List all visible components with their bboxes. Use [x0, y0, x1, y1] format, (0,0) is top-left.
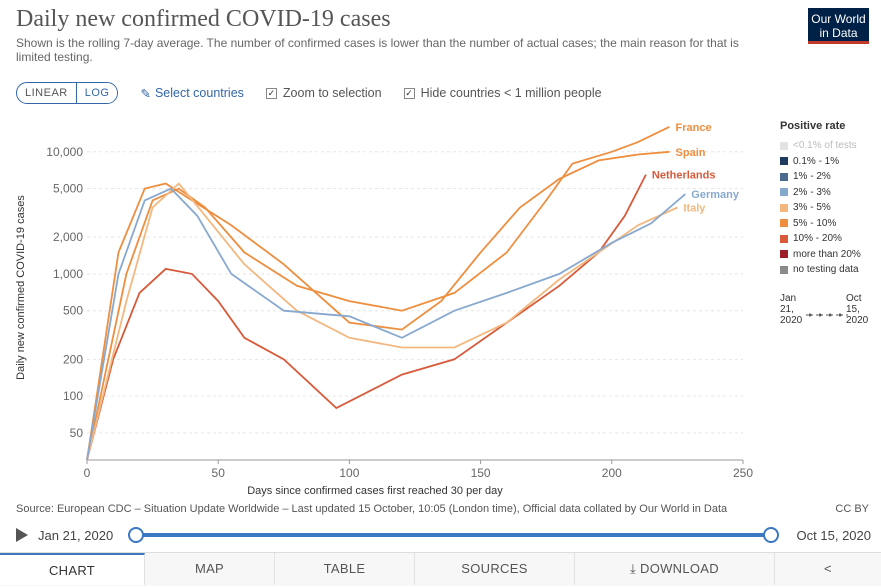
x-tick-label: 50 — [212, 466, 226, 480]
logo-line2: in Data — [819, 26, 858, 40]
legend-label: <0.1% of tests — [793, 140, 857, 152]
zoom-to-selection-checkbox[interactable]: ✓ Zoom to selection — [265, 86, 382, 100]
legend-swatch — [780, 141, 788, 150]
legend-item[interactable]: 3% - 5% — [780, 200, 861, 216]
chart-controls: LINEAR LOG ✎ Select countries ✓ Zoom to … — [16, 82, 602, 104]
legend-item[interactable]: more than 20% — [780, 247, 861, 263]
x-tick-label: 0 — [84, 466, 91, 480]
tab-sources[interactable]: SOURCES — [415, 553, 575, 585]
legend-time-range: Jan 21, 2020 Oct 15, 2020 — [780, 293, 872, 333]
chart-title: Daily new confirmed COVID-19 cases — [16, 6, 391, 32]
download-icon: ⤓ — [630, 561, 637, 576]
legend-title: Positive rate — [780, 120, 846, 132]
timeline: Jan 21, 2020 Oct 15, 2020 — [16, 524, 871, 546]
legend-swatch — [780, 172, 788, 181]
series-label: Italy — [683, 202, 706, 214]
x-tick-label: 250 — [733, 466, 753, 480]
timeline-start-handle[interactable] — [128, 527, 144, 543]
pencil-icon: ✎ — [140, 86, 151, 101]
legend-label: 5% - 10% — [793, 217, 837, 229]
legend-swatch — [780, 203, 788, 212]
timeline-end-date: Oct 15, 2020 — [796, 527, 871, 543]
legend-swatch — [780, 157, 788, 166]
select-countries-button[interactable]: ✎ Select countries — [140, 86, 243, 101]
log-scale-button[interactable]: LOG — [75, 83, 118, 103]
series-line — [86, 174, 647, 461]
legend-item[interactable]: 1% - 2% — [780, 169, 861, 185]
hide-small-countries-checkbox[interactable]: ✓ Hide countries < 1 million people — [403, 86, 602, 100]
play-icon[interactable] — [16, 528, 28, 542]
series-label: Germany — [691, 189, 740, 201]
legend-time-end: Oct 15, 2020 — [846, 293, 869, 326]
legend-item[interactable]: no testing data — [780, 262, 861, 278]
series-line — [86, 182, 678, 461]
tab-map[interactable]: MAP — [145, 553, 275, 585]
tab-bar: CHART MAP TABLE SOURCES ⤓ DOWNLOAD < — [0, 552, 881, 586]
series-line — [86, 187, 686, 461]
legend-time-line — [806, 313, 848, 317]
legend-item[interactable]: 0.1% - 1% — [780, 154, 861, 170]
tab-table[interactable]: TABLE — [275, 553, 415, 585]
x-tick-label: 100 — [339, 466, 359, 480]
scale-toggle: LINEAR LOG — [16, 82, 119, 104]
license-link[interactable]: CC BY — [835, 503, 869, 515]
logo-line1: Our World — [811, 12, 866, 26]
legend-swatch — [780, 234, 788, 243]
legend-item[interactable]: 10% - 20% — [780, 231, 861, 247]
positive-rate-legend: Positive rate <0.1% of tests 0.1% - 1% 1% … — [780, 120, 861, 278]
y-tick-label: 1,000 — [53, 267, 83, 281]
checkbox-icon: ✓ — [403, 87, 415, 99]
select-countries-label: Select countries — [154, 86, 244, 100]
share-icon: < — [824, 561, 832, 576]
y-tick-label: 100 — [63, 389, 83, 403]
tab-share[interactable]: < — [775, 553, 881, 585]
y-tick-label: 5,000 — [53, 182, 83, 196]
y-tick-label: 200 — [63, 352, 83, 366]
y-tick-label: 10,000 — [46, 145, 83, 159]
legend-item[interactable]: 5% - 10% — [780, 216, 861, 232]
tab-download[interactable]: ⤓ DOWNLOAD — [575, 553, 775, 585]
legend-label: 2% - 3% — [793, 186, 831, 198]
x-tick-label: 150 — [471, 466, 491, 480]
timeline-track[interactable] — [134, 533, 769, 537]
timeline-end-handle[interactable] — [763, 527, 779, 543]
tab-chart[interactable]: CHART — [0, 553, 145, 585]
line-chart[interactable]: 50 100 200 500 1,000 2,000 5,000 10,000 0 50 100 15… — [0, 110, 780, 500]
legend-label: 3% - 5% — [793, 202, 831, 214]
legend-label: more than 20% — [793, 248, 861, 260]
hide-label: Hide countries < 1 million people — [420, 86, 602, 100]
legend-item[interactable]: <0.1% of tests — [780, 138, 861, 154]
legend-label: no testing data — [793, 264, 859, 276]
legend-label: 10% - 20% — [793, 233, 842, 245]
download-label: DOWNLOAD — [640, 561, 719, 576]
y-tick-label: 50 — [70, 426, 84, 440]
legend-item[interactable]: 2% - 3% — [780, 185, 861, 201]
y-tick-label: 2,000 — [53, 230, 83, 244]
owid-logo[interactable]: Our World in Data — [808, 8, 869, 44]
series-label: France — [676, 122, 712, 134]
legend-swatch — [780, 188, 788, 197]
legend-label: 0.1% - 1% — [793, 155, 840, 167]
checkbox-icon: ✓ — [265, 87, 277, 99]
legend-label: 1% - 2% — [793, 171, 831, 183]
chart-subtitle: Shown is the rolling 7-day average. The … — [16, 36, 739, 64]
y-tick-label: 500 — [63, 304, 83, 318]
series-label: Spain — [676, 147, 706, 159]
source-note: Source: European CDC – Situation Update … — [16, 503, 728, 515]
legend-swatch — [780, 219, 788, 228]
legend-swatch — [780, 250, 788, 259]
y-axis-label: Daily new confirmed COVID-19 cases — [15, 195, 27, 380]
timeline-start-date: Jan 21, 2020 — [38, 527, 114, 543]
legend-time-start: Jan 21, 2020 — [780, 293, 803, 326]
zoom-label: Zoom to selection — [282, 86, 382, 100]
x-axis-label: Days since confirmed cases first reached… — [247, 485, 503, 497]
linear-scale-button[interactable]: LINEAR — [25, 87, 68, 99]
series-label: Netherlands — [652, 170, 716, 182]
x-tick-label: 200 — [602, 466, 622, 480]
legend-swatch — [780, 265, 788, 274]
series-line — [86, 125, 670, 461]
